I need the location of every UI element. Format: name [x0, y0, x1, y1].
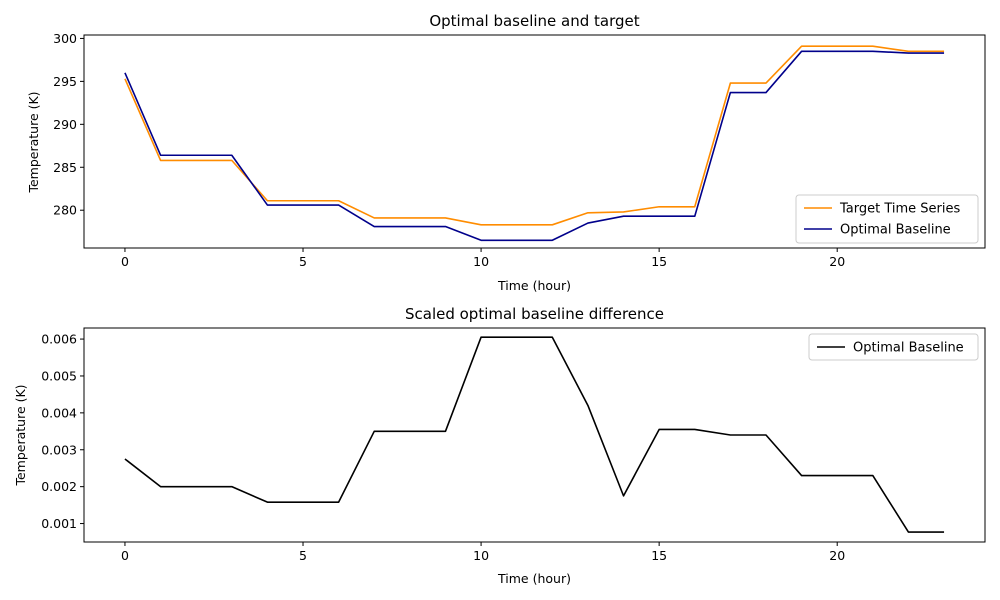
- y-tick-label: 0.003: [41, 442, 77, 457]
- x-axis-label: Time (hour): [497, 278, 571, 293]
- chart-title: Scaled optimal baseline difference: [405, 305, 664, 323]
- chart-title: Optimal baseline and target: [429, 12, 639, 30]
- x-tick-label: 15: [651, 548, 667, 563]
- x-tick-label: 15: [651, 254, 667, 269]
- legend: Target Time Series Optimal Baseline: [795, 194, 979, 244]
- plot-frame: [83, 327, 986, 543]
- x-tick-label: 10: [473, 548, 489, 563]
- plot-frame: [83, 34, 986, 249]
- series-line-2: [124, 50, 945, 242]
- x-tick-label: 0: [121, 548, 129, 563]
- series-line-1: [124, 45, 945, 226]
- legend-label-1: Optimal Baseline: [853, 341, 964, 356]
- y-tick-label: 290: [53, 117, 77, 132]
- x-tick-label: 5: [299, 254, 307, 269]
- y-tick-label: 0.005: [41, 368, 77, 383]
- y-tick-label: 295: [53, 74, 77, 89]
- y-tick-label: 0.002: [41, 479, 77, 494]
- y-tick-label: 0.006: [41, 332, 77, 347]
- y-tick-label: 0.004: [41, 405, 77, 420]
- y-tick-label: 285: [53, 160, 77, 175]
- legend-label-2: Optimal Baseline: [840, 223, 951, 238]
- y-tick-label: 300: [53, 31, 77, 46]
- chart-scaled-optimal-baseline-difference: Scaled optimal baseline difference Time …: [13, 305, 986, 586]
- legend-label-1: Target Time Series: [839, 202, 961, 217]
- y-tick-label: 280: [53, 203, 77, 218]
- legend-box: [795, 194, 979, 244]
- x-tick-label: 20: [829, 548, 845, 563]
- chart-optimal-baseline-and-target: Optimal baseline and target Time (hour) …: [26, 12, 986, 293]
- legend-box: [808, 333, 979, 361]
- x-tick-label: 20: [829, 254, 845, 269]
- series-line-1: [124, 336, 945, 533]
- x-tick-label: 5: [299, 548, 307, 563]
- x-tick-label: 0: [121, 254, 129, 269]
- y-axis-label: Temperature (K): [26, 91, 41, 193]
- legend: Optimal Baseline: [808, 333, 979, 361]
- x-tick-label: 10: [473, 254, 489, 269]
- x-axis-label: Time (hour): [497, 571, 571, 586]
- y-tick-label: 0.001: [41, 516, 77, 531]
- y-axis-label: Temperature (K): [13, 384, 28, 486]
